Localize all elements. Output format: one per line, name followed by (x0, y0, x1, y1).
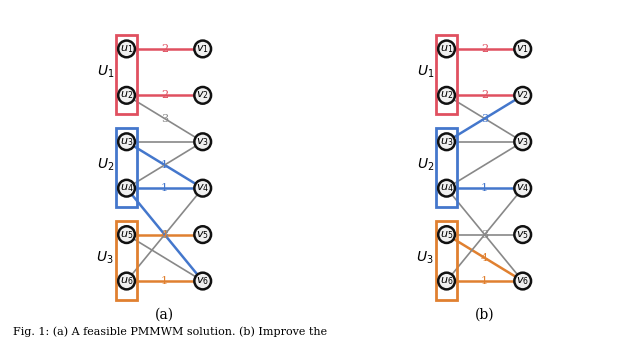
Text: 1: 1 (481, 276, 488, 286)
Text: 4: 4 (161, 230, 168, 240)
Text: $u_{6}$: $u_{6}$ (440, 275, 453, 287)
Circle shape (118, 180, 135, 197)
Circle shape (195, 133, 211, 150)
Text: $u_{5}$: $u_{5}$ (120, 229, 133, 240)
Text: $v_{3}$: $v_{3}$ (196, 136, 209, 148)
Circle shape (118, 133, 135, 150)
Text: $U_2$: $U_2$ (97, 157, 114, 173)
Text: (b): (b) (475, 308, 495, 322)
Text: $u_{3}$: $u_{3}$ (120, 136, 133, 148)
Text: $U_2$: $U_2$ (417, 157, 434, 173)
Text: $v_{6}$: $v_{6}$ (516, 275, 529, 287)
Text: 1: 1 (161, 160, 168, 170)
Circle shape (515, 273, 531, 289)
Text: 3: 3 (161, 113, 168, 124)
Circle shape (118, 87, 135, 104)
Text: 3: 3 (161, 230, 168, 240)
Circle shape (195, 180, 211, 197)
Text: $v_{3}$: $v_{3}$ (516, 136, 529, 148)
Text: $v_{5}$: $v_{5}$ (516, 229, 529, 240)
Text: $U_3$: $U_3$ (97, 250, 114, 266)
Text: $v_{2}$: $v_{2}$ (516, 90, 529, 101)
Text: $u_{2}$: $u_{2}$ (120, 90, 133, 101)
Text: $v_{6}$: $v_{6}$ (196, 275, 209, 287)
Circle shape (118, 41, 135, 57)
Text: Fig. 1: (a) A feasible PMMWM solution. (b) Improve the: Fig. 1: (a) A feasible PMMWM solution. (… (13, 326, 327, 337)
Text: $u_{4}$: $u_{4}$ (120, 182, 133, 194)
Text: $u_{6}$: $u_{6}$ (120, 275, 133, 287)
Circle shape (515, 87, 531, 104)
Text: $v_{1}$: $v_{1}$ (516, 43, 529, 55)
Text: $v_{2}$: $v_{2}$ (196, 90, 209, 101)
Text: 3: 3 (481, 113, 488, 124)
Text: $U_1$: $U_1$ (97, 64, 114, 80)
Text: $U_1$: $U_1$ (417, 64, 434, 80)
Circle shape (438, 226, 455, 243)
Circle shape (195, 226, 211, 243)
Text: $v_{1}$: $v_{1}$ (196, 43, 209, 55)
Text: $U_3$: $U_3$ (417, 250, 434, 266)
Text: $v_{5}$: $v_{5}$ (196, 229, 209, 240)
Circle shape (438, 41, 455, 57)
Text: (a): (a) (155, 308, 174, 322)
Circle shape (438, 133, 455, 150)
Circle shape (118, 226, 135, 243)
Text: 2: 2 (481, 90, 488, 100)
Text: $u_{3}$: $u_{3}$ (440, 136, 453, 148)
Circle shape (438, 87, 455, 104)
Text: 2: 2 (161, 90, 168, 100)
Circle shape (515, 41, 531, 57)
Text: $v_{4}$: $v_{4}$ (196, 182, 209, 194)
Text: 4: 4 (481, 253, 488, 263)
Circle shape (195, 273, 211, 289)
Circle shape (515, 133, 531, 150)
Circle shape (195, 87, 211, 104)
Circle shape (438, 180, 455, 197)
Text: 3: 3 (481, 230, 488, 240)
Text: 2: 2 (481, 44, 488, 54)
Circle shape (515, 180, 531, 197)
Text: $u_{2}$: $u_{2}$ (440, 90, 453, 101)
Circle shape (515, 226, 531, 243)
Text: 1: 1 (161, 276, 168, 286)
Text: $u_{1}$: $u_{1}$ (120, 43, 133, 55)
Text: $u_{4}$: $u_{4}$ (440, 182, 453, 194)
Circle shape (438, 273, 455, 289)
Circle shape (118, 273, 135, 289)
Text: $u_{5}$: $u_{5}$ (440, 229, 453, 240)
Circle shape (195, 41, 211, 57)
Text: 1: 1 (481, 183, 488, 193)
Text: 2: 2 (161, 44, 168, 54)
Text: 1: 1 (161, 183, 168, 193)
Text: $v_{4}$: $v_{4}$ (516, 182, 529, 194)
Text: $u_{1}$: $u_{1}$ (440, 43, 453, 55)
